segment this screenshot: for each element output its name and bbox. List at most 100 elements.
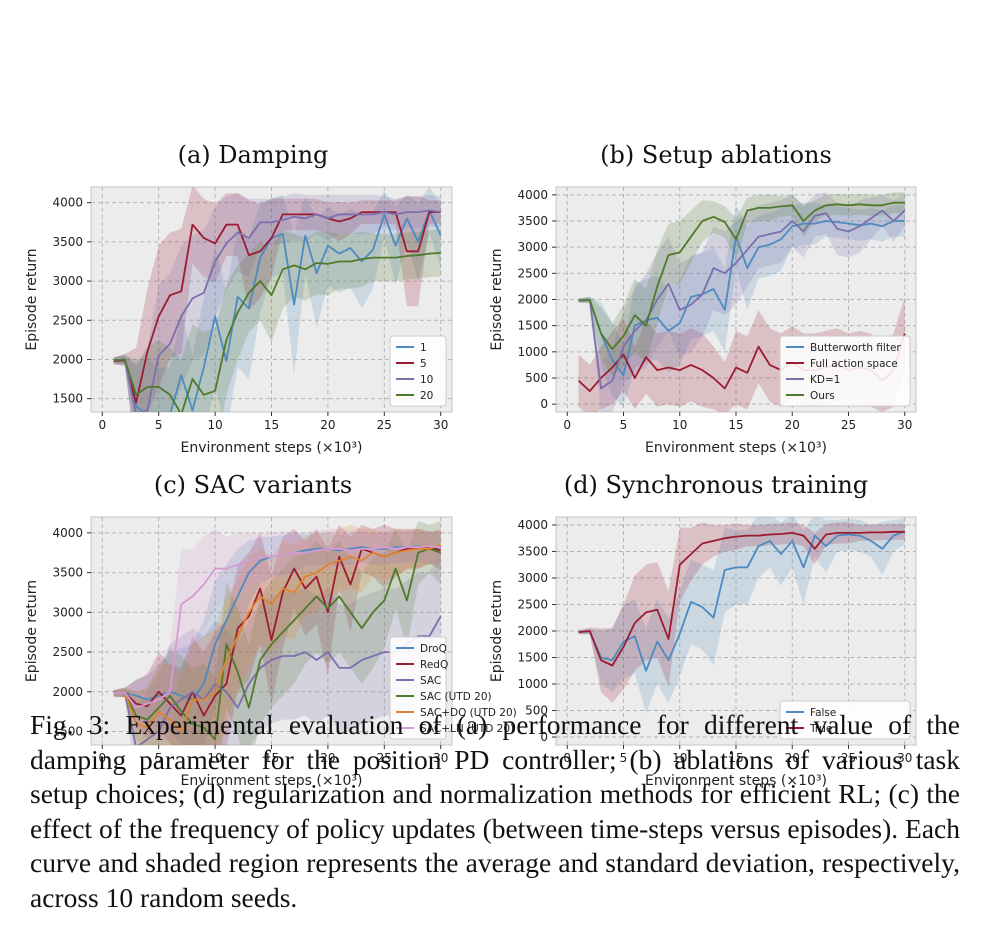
x-axis-label: Environment steps (×10³) bbox=[645, 440, 827, 456]
series-line-10 bbox=[113, 209, 441, 412]
legend-box bbox=[389, 636, 447, 740]
y-tick-label: 3500 bbox=[52, 235, 83, 249]
x-tick-label: 25 bbox=[377, 751, 392, 765]
y-tick-label: 2500 bbox=[517, 266, 548, 280]
x-tick-label: 20 bbox=[785, 751, 800, 765]
std-band-5 bbox=[113, 187, 441, 412]
x-tick-label: 0 bbox=[98, 418, 106, 432]
y-tick-label: 2000 bbox=[517, 293, 548, 307]
x-tick-label: 30 bbox=[433, 751, 448, 765]
legend-label: 10 bbox=[420, 374, 433, 386]
legend-label: 5 bbox=[420, 358, 427, 370]
std-band-sac-do-utd-20- bbox=[113, 524, 441, 745]
series-line-sac bbox=[113, 615, 442, 745]
std-band-redq bbox=[113, 524, 441, 745]
series-line-ours bbox=[578, 201, 905, 351]
x-tick-label: 25 bbox=[841, 418, 856, 432]
legend-label: SAC+LN (UTD 20) bbox=[420, 723, 514, 735]
chart-title: (b) Setup ablations bbox=[600, 141, 832, 169]
legend-label: SAC bbox=[420, 675, 441, 687]
panel-d-synchronous-training: (d) Synchronous training 0 5 10 15 20 25 30 0 500… bbox=[489, 471, 917, 789]
x-tick-label: 0 bbox=[98, 751, 106, 765]
y-tick-label: 1000 bbox=[517, 345, 548, 359]
legend-label: KD=1 bbox=[810, 374, 840, 386]
series-line-1 bbox=[113, 209, 442, 412]
y-tick-label: 2500 bbox=[52, 645, 83, 659]
chart-title: (d) Synchronous training bbox=[564, 471, 868, 499]
x-tick-label: 10 bbox=[207, 751, 222, 765]
legend-box bbox=[779, 335, 911, 407]
figure-caption: Fig. 3: Experimental evaluation of (a) p… bbox=[30, 709, 960, 913]
y-tick-label: 3500 bbox=[52, 566, 83, 580]
series-line-true bbox=[578, 530, 905, 667]
x-tick-label: 0 bbox=[563, 418, 571, 432]
y-tick-label: 2500 bbox=[52, 313, 83, 327]
std-band-false bbox=[578, 517, 905, 714]
legend-label: 1 bbox=[420, 342, 427, 354]
legend: 1 5 10 20 bbox=[389, 335, 447, 407]
x-tick-label: 10 bbox=[672, 751, 687, 765]
panel-c-sac-variants: (c) SAC variants 0 5 10 15 20 25 30 1500 2000 2500… bbox=[24, 471, 517, 789]
y-tick-label: 3500 bbox=[517, 214, 548, 228]
series-line-sac-do-utd-20- bbox=[113, 543, 442, 733]
y-tick-label: 4000 bbox=[52, 526, 83, 540]
x-tick-label: 5 bbox=[155, 418, 163, 432]
std-band-1 bbox=[113, 187, 441, 412]
x-tick-label: 5 bbox=[620, 418, 628, 432]
series-layer bbox=[113, 187, 442, 412]
x-tick-label: 30 bbox=[897, 751, 912, 765]
legend-label: Butterworth filter bbox=[810, 342, 901, 354]
gridlines bbox=[556, 517, 916, 745]
panel-b-setup-ablations: (b) Setup ablations 0 5 10 15 20 25 30 0 500 1000 1… bbox=[489, 141, 917, 456]
x-tick-label: 10 bbox=[672, 418, 687, 432]
y-tick-label: 2000 bbox=[52, 685, 83, 699]
y-tick-label: 500 bbox=[525, 704, 548, 718]
y-tick-label: 1000 bbox=[517, 677, 548, 691]
std-band-true bbox=[578, 522, 905, 703]
x-tick-label: 15 bbox=[728, 751, 743, 765]
series-layer bbox=[113, 521, 442, 745]
legend-label: Full action space bbox=[810, 358, 898, 370]
y-tick-label: 0 bbox=[540, 730, 548, 744]
y-axis-label: Episode return bbox=[24, 580, 40, 682]
legend-label: False bbox=[810, 707, 836, 719]
legend-label: SAC (UTD 20) bbox=[420, 691, 492, 703]
legend-label: RedQ bbox=[420, 659, 448, 671]
x-tick-label: 15 bbox=[264, 751, 279, 765]
std-band-droq bbox=[113, 530, 441, 745]
x-tick-label: 15 bbox=[264, 418, 279, 432]
x-tick-label: 20 bbox=[785, 418, 800, 432]
y-tick-label: 3000 bbox=[517, 240, 548, 254]
x-axis-label: Environment steps (×10³) bbox=[645, 773, 827, 789]
x-tick-label: 25 bbox=[377, 418, 392, 432]
legend: False True bbox=[779, 700, 911, 740]
series-line-false bbox=[578, 530, 906, 672]
y-tick-label: 4000 bbox=[517, 188, 548, 202]
y-tick-label: 3500 bbox=[517, 544, 548, 558]
series-line-20 bbox=[113, 252, 441, 412]
y-tick-label: 3000 bbox=[517, 571, 548, 585]
chart-title: (a) Damping bbox=[178, 141, 329, 169]
x-axis-label: Environment steps (×10³) bbox=[181, 773, 363, 789]
gridlines bbox=[556, 187, 916, 412]
y-tick-label: 2000 bbox=[517, 624, 548, 638]
y-tick-label: 4000 bbox=[517, 518, 548, 532]
legend-box bbox=[389, 335, 447, 407]
x-tick-label: 25 bbox=[841, 751, 856, 765]
y-tick-label: 1500 bbox=[52, 392, 83, 406]
std-band-sac-utd-20- bbox=[113, 521, 441, 745]
x-tick-label: 20 bbox=[320, 751, 335, 765]
x-tick-label: 0 bbox=[563, 751, 571, 765]
series-line-kd-1 bbox=[578, 209, 906, 390]
x-tick-label: 10 bbox=[207, 418, 222, 432]
x-axis-label: Environment steps (×10³) bbox=[181, 440, 363, 456]
x-tick-label: 5 bbox=[620, 751, 628, 765]
legend: DroQ RedQ SAC SAC (UTD 20) SAC+DO (UTD 20) SA… bbox=[389, 636, 517, 740]
y-tick-label: 0 bbox=[540, 397, 548, 411]
series-line-sac-ln-utd-20- bbox=[113, 545, 441, 709]
x-tick-label: 15 bbox=[728, 418, 743, 432]
std-band-kd-1 bbox=[578, 192, 905, 412]
y-tick-label: 1500 bbox=[517, 651, 548, 665]
